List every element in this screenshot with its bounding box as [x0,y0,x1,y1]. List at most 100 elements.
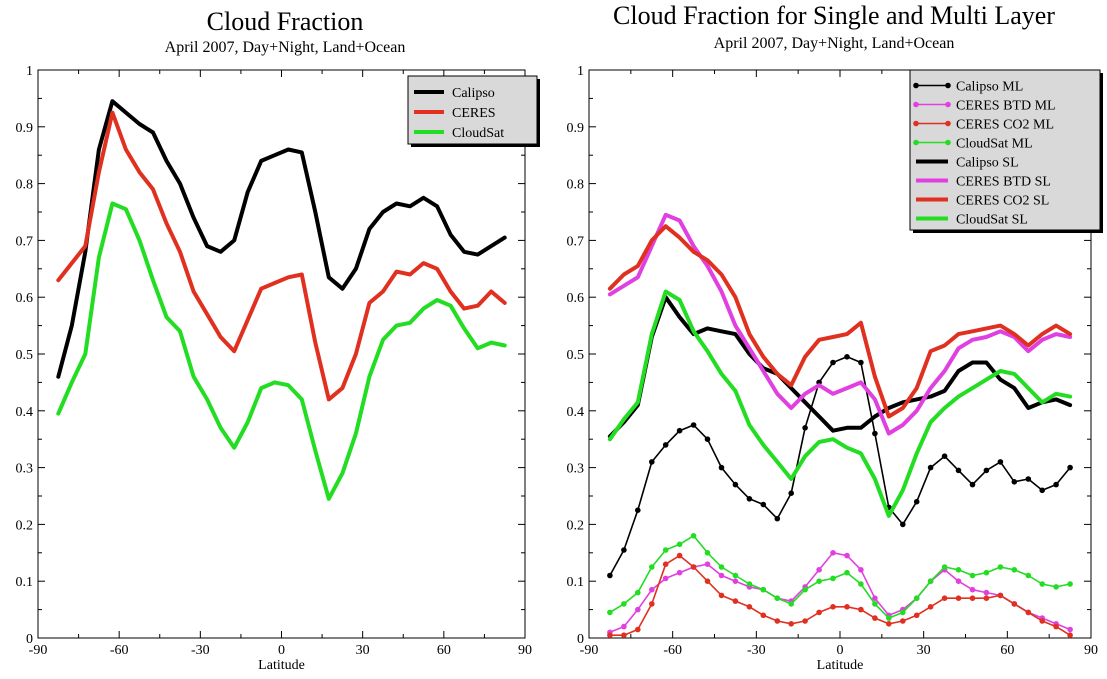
data-point-calipso-ml [1067,464,1073,471]
data-point-cloudsat-ml [927,578,934,584]
data-point-ceres-co2-ml [1053,623,1059,630]
data-point-ceres-co2-ml [774,618,781,624]
legend-label-calipso-ml: Calipso ML [956,80,1023,95]
data-point-cloudsat-ml [858,581,864,587]
x-tick-label: 60 [437,643,451,658]
legend-label-ceres-co2-sl: CERES CO2 SL [956,194,1049,209]
x-tick-label: 90 [1084,643,1098,658]
data-point-calipso-ml [872,430,878,437]
series-line-ceres-co2-ml [609,554,1071,637]
y-tick-label: 0.3 [567,462,585,477]
series-line-cloudsat-ml [609,534,1071,619]
data-point-calipso-ml [830,359,836,366]
data-point-ceres-co2-ml [844,604,850,610]
data-point-calipso-ml [732,481,739,488]
legend-label-cloudsat-sl: CloudSat SL [956,213,1028,228]
data-point-ceres-co2-ml [662,561,669,567]
chart-cloud-fraction: Cloud Fraction April 2007, Day+Night, Lan… [16,7,540,673]
legend-label-calipso: Calipso [452,86,495,101]
data-point-calipso-ml [676,427,683,434]
y-tick-label: 0.6 [567,291,585,306]
data-point-cloudsat-ml [732,572,739,579]
y-tick-label: 0.2 [567,518,585,533]
series-group [56,99,507,501]
data-point-ceres-co2-ml [690,564,697,570]
data-point-ceres-co2-ml [1039,618,1045,624]
legend-marker-cloudsat-ml [945,139,951,146]
legend-marker-ceres-btd-ml [913,101,919,108]
y-tick-label: 0.5 [16,348,34,363]
data-point-ceres-btd-ml [1067,626,1073,633]
data-point-ceres-co2-ml [830,604,836,610]
data-point-cloudsat-ml [886,615,892,621]
data-point-ceres-co2-ml [969,595,976,601]
y-tick-label: 0.4 [567,405,585,420]
data-point-cloudsat-ml [662,547,669,553]
legend-label-ceres-btd-sl: CERES BTD SL [956,175,1051,190]
data-point-ceres-btd-ml [872,595,878,601]
data-point-calipso-ml [1039,487,1045,494]
data-point-ceres-btd-ml [718,572,725,579]
series-group [607,212,1073,638]
data-point-ceres-co2-ml [676,552,683,559]
data-point-cloudsat-ml [788,601,794,607]
x-tick-label: -60 [110,643,129,658]
data-point-ceres-co2-ml [941,595,948,601]
y-tick-label: 0.2 [16,518,34,533]
legend-marker-ceres-btd-ml [945,101,951,108]
data-point-cloudsat-ml [900,609,906,616]
data-point-ceres-co2-ml [816,609,822,616]
series-line-cloudsat-sl [607,289,1073,518]
data-point-ceres-btd-ml [830,550,836,556]
data-point-calipso-ml [649,459,655,465]
data-point-cloudsat-ml [607,609,613,616]
legend-marker-cloudsat-ml [913,139,919,146]
data-point-ceres-co2-ml [788,621,794,627]
y-tick-label: 0 [577,632,584,647]
y-tick-label: 0.9 [567,121,585,136]
data-point-ceres-co2-ml [802,618,808,624]
data-point-ceres-co2-ml [732,598,739,604]
data-point-cloudsat-ml [844,569,850,576]
data-point-cloudsat-ml [969,572,976,579]
data-point-ceres-co2-ml [886,621,892,627]
data-point-calipso-ml [858,359,864,366]
y-tick-label: 0.9 [16,121,34,136]
data-point-calipso-ml [955,467,962,474]
data-point-calipso-ml [913,498,920,505]
data-point-calipso-ml [1011,479,1018,485]
data-point-ceres-btd-ml [621,623,627,630]
data-point-cloudsat-ml [997,564,1004,570]
data-point-calipso-ml [802,425,808,431]
legend-box [909,69,1101,231]
series-line-ceres-btd-ml [609,551,1071,634]
data-point-cloudsat-ml [676,541,683,548]
plot-frame [37,69,526,639]
legend-label-calipso-sl: Calipso SL [956,156,1019,171]
data-point-calipso-ml [607,572,613,579]
series-line-cloudsat [56,201,507,501]
series-line-ceres-co2-sl [607,224,1073,419]
data-point-ceres-co2-ml [927,604,934,610]
data-point-calipso-ml [635,507,641,513]
y-tick-label: 1 [26,64,33,79]
data-point-ceres-co2-ml [983,595,990,601]
x-tick-label: -60 [663,643,682,658]
data-point-ceres-co2-ml [649,601,655,607]
data-point-calipso-ml [774,515,781,522]
legend-marker-calipso-ml [945,82,951,89]
x-tick-label: -90 [29,643,48,658]
data-point-calipso-ml [760,501,767,508]
data-point-ceres-co2-ml [997,592,1004,599]
data-point-calipso-ml [704,436,711,443]
legend-marker-ceres-co2-ml [945,120,951,127]
data-point-cloudsat-ml [649,564,655,570]
data-point-cloudsat-ml [872,601,878,607]
data-point-ceres-btd-ml [704,561,711,567]
data-point-ceres-co2-ml [718,592,725,599]
data-point-ceres-co2-ml [746,604,753,610]
data-point-ceres-co2-ml [913,612,920,619]
legend-marker-calipso-ml [913,82,919,89]
data-point-cloudsat-ml [746,581,753,587]
data-point-calipso-ml [844,354,850,360]
